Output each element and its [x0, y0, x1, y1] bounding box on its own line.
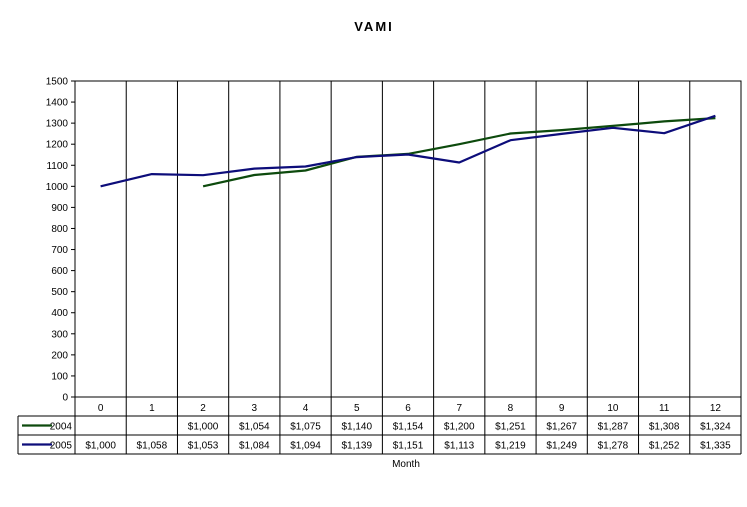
- data-label: $1,054: [239, 422, 270, 433]
- y-tick-label: 400: [51, 308, 68, 319]
- y-tick-label: 600: [51, 266, 68, 277]
- data-label: $1,252: [649, 441, 680, 452]
- y-tick-label: 200: [51, 350, 68, 361]
- data-label: $1,154: [393, 422, 424, 433]
- x-tick-label: 12: [710, 403, 722, 414]
- x-tick-label: 11: [659, 403, 670, 414]
- data-label: $1,249: [546, 441, 577, 452]
- x-tick-label: 4: [303, 403, 309, 414]
- data-label: $1,251: [495, 422, 526, 433]
- data-label: $1,151: [393, 441, 424, 452]
- data-label: $1,058: [137, 441, 168, 452]
- x-tick-label: 7: [456, 403, 462, 414]
- y-tick-label: 1300: [46, 119, 69, 130]
- series-line-2005: [100, 114, 716, 188]
- y-tick-label: 800: [51, 224, 68, 235]
- data-label: $1,084: [239, 441, 270, 452]
- data-label: $1,324: [700, 422, 731, 433]
- y-tick-label: 1400: [46, 98, 69, 109]
- x-tick-label: 2: [200, 403, 206, 414]
- series-line-2004: [202, 117, 716, 188]
- data-label: $1,267: [546, 422, 577, 433]
- data-label: $1,219: [495, 441, 526, 452]
- legend-label-2005: 2005: [50, 441, 73, 452]
- x-tick-label: 8: [508, 403, 514, 414]
- x-tick-label: 3: [252, 403, 258, 414]
- data-label: $1,200: [444, 422, 475, 433]
- data-label: $1,000: [188, 422, 219, 433]
- data-label: $1,113: [444, 441, 474, 452]
- y-tick-label: 500: [51, 287, 68, 298]
- data-label: $1,308: [649, 422, 680, 433]
- data-label: $1,287: [598, 422, 629, 433]
- x-axis-label: Month: [392, 459, 420, 470]
- y-tick-label: 100: [51, 371, 68, 382]
- x-tick-label: 6: [405, 403, 411, 414]
- data-label: $1,075: [290, 422, 321, 433]
- chart-title: VAMI: [354, 19, 394, 34]
- data-label: $1,278: [598, 441, 629, 452]
- x-tick-label: 1: [149, 403, 155, 414]
- x-tick-label: 9: [559, 403, 565, 414]
- data-label: $1,139: [341, 441, 372, 452]
- data-label: $1,053: [188, 441, 219, 452]
- y-tick-label: 1100: [46, 161, 68, 172]
- y-tick-label: 700: [51, 245, 68, 256]
- plot-frame: [74, 80, 742, 398]
- plot-area: 0 100 200 300 400 500 600 700 800 900 1000 1100 1200…: [46, 77, 742, 404]
- y-tick-label: 1200: [46, 140, 69, 151]
- x-tick-label: 10: [607, 403, 619, 414]
- y-tick-label: 300: [51, 329, 68, 340]
- data-label: $1,094: [290, 441, 321, 452]
- y-tick-label: 0: [62, 393, 68, 404]
- y-tick-label: 1500: [46, 77, 69, 88]
- legend-label-2004: 2004: [50, 422, 73, 433]
- y-tick-label: 900: [51, 203, 68, 214]
- data-label: $1,000: [85, 441, 116, 452]
- y-tick-label: 1000: [46, 182, 69, 193]
- data-label: $1,335: [700, 441, 731, 452]
- x-tick-label: 5: [354, 403, 360, 414]
- data-label: $1,140: [341, 422, 372, 433]
- x-tick-label: 0: [98, 403, 104, 414]
